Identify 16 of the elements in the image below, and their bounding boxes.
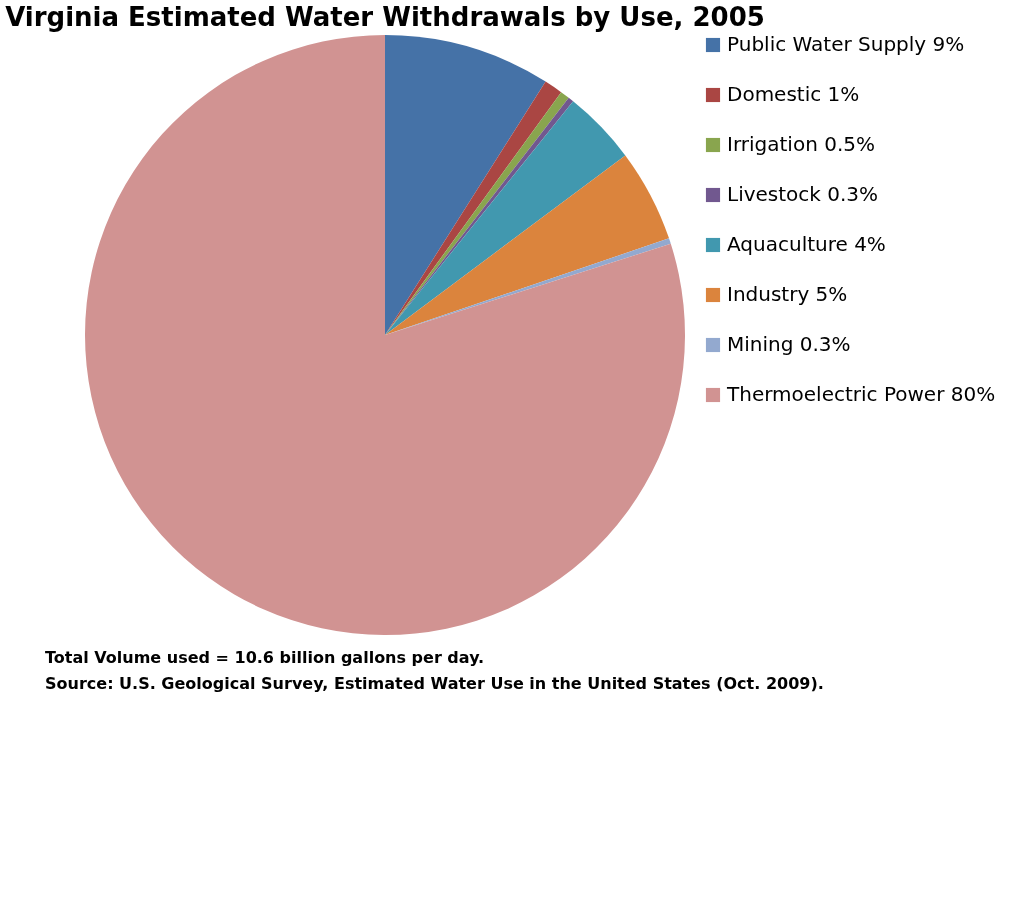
- legend-label: Domestic 1%: [727, 82, 860, 106]
- legend-label: Aquaculture 4%: [727, 232, 886, 256]
- pie-slice: [385, 238, 671, 335]
- pie-slice: [385, 35, 546, 335]
- legend-label: Mining 0.3%: [727, 332, 851, 356]
- legend-label: Thermoelectric Power 80%: [726, 382, 996, 406]
- legend-label: Livestock 0.3%: [727, 182, 879, 206]
- legend-label: Public Water Supply 9%: [727, 32, 965, 56]
- legend-label: Industry 5%: [727, 282, 848, 306]
- pie-slice: [385, 155, 670, 335]
- chart-title: Virginia Estimated Water Withdrawals by Use, 2005: [5, 2, 765, 32]
- text: Total Volume used = 10.6 billion gallons per day.: [45, 648, 485, 667]
- pie-slice: [385, 101, 626, 335]
- legend-label: Irrigation 0.5%: [727, 132, 875, 156]
- source-note: Source: U.S. Geological Survey, Estimated Water Use in the United States (Oct. 2009).: [45, 674, 824, 693]
- pie-slice: [85, 35, 685, 635]
